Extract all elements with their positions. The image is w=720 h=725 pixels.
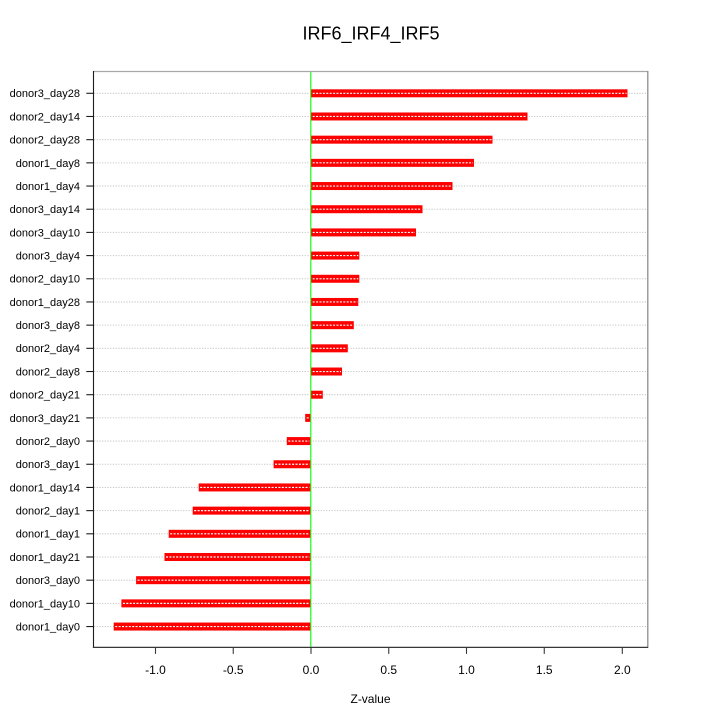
- svg-text:0.0: 0.0: [303, 663, 320, 677]
- svg-text:donor2_day4: donor2_day4: [16, 343, 80, 355]
- svg-text:1.0: 1.0: [458, 663, 475, 677]
- svg-text:donor3_day28: donor3_day28: [10, 88, 80, 100]
- svg-text:Z-value: Z-value: [350, 692, 390, 706]
- svg-text:donor1_day21: donor1_day21: [10, 552, 80, 564]
- svg-text:donor1_day10: donor1_day10: [10, 598, 80, 610]
- svg-text:donor3_day10: donor3_day10: [10, 227, 80, 239]
- svg-text:donor2_day0: donor2_day0: [16, 436, 80, 448]
- svg-text:donor3_day21: donor3_day21: [10, 413, 80, 425]
- svg-text:donor1_day1: donor1_day1: [16, 529, 80, 541]
- svg-text:IRF6_IRF4_IRF5: IRF6_IRF4_IRF5: [302, 23, 439, 44]
- svg-text:donor3_day0: donor3_day0: [16, 575, 80, 587]
- svg-text:donor3_day1: donor3_day1: [16, 459, 80, 471]
- svg-text:2.0: 2.0: [614, 663, 631, 677]
- svg-text:donor1_day14: donor1_day14: [10, 482, 80, 494]
- svg-text:donor1_day4: donor1_day4: [16, 181, 80, 193]
- svg-text:donor2_day8: donor2_day8: [16, 366, 80, 378]
- svg-text:-1.0: -1.0: [145, 663, 166, 677]
- svg-text:donor1_day28: donor1_day28: [10, 297, 80, 309]
- svg-text:donor3_day8: donor3_day8: [16, 320, 80, 332]
- svg-text:donor2_day1: donor2_day1: [16, 506, 80, 518]
- svg-text:donor2_day10: donor2_day10: [10, 274, 80, 286]
- svg-text:donor1_day0: donor1_day0: [16, 621, 80, 633]
- svg-text:donor3_day4: donor3_day4: [16, 250, 80, 262]
- svg-text:0.5: 0.5: [380, 663, 397, 677]
- svg-text:1.5: 1.5: [536, 663, 553, 677]
- svg-text:donor2_day21: donor2_day21: [10, 390, 80, 402]
- svg-text:-0.5: -0.5: [223, 663, 244, 677]
- svg-text:donor3_day14: donor3_day14: [10, 204, 80, 216]
- svg-text:donor2_day28: donor2_day28: [10, 135, 80, 147]
- svg-text:donor2_day14: donor2_day14: [10, 111, 80, 123]
- svg-text:donor1_day8: donor1_day8: [16, 158, 80, 170]
